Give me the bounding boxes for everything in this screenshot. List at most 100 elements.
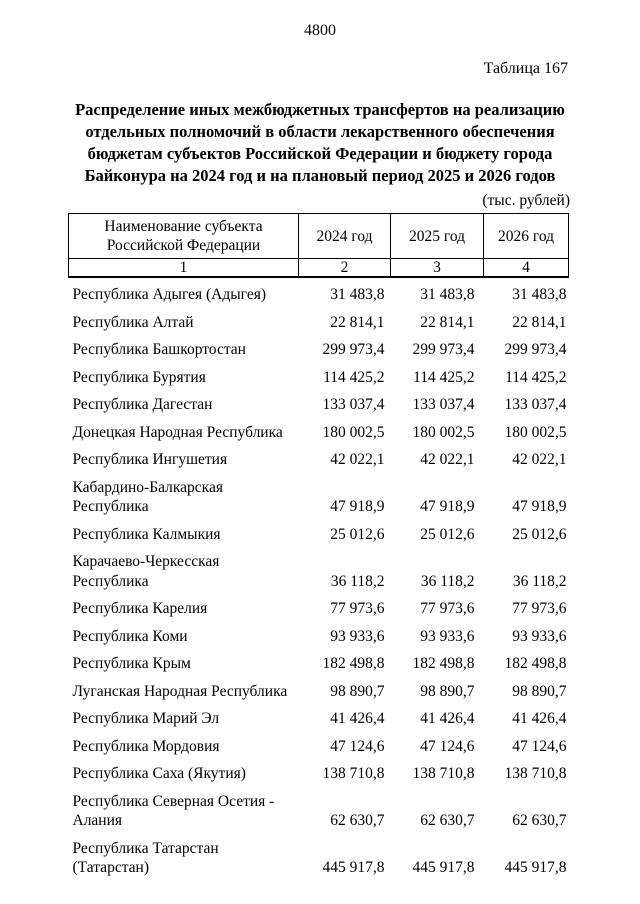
value-cell: 47 918,9 <box>330 498 385 515</box>
table-body: Республика Адыгея (Адыгея) 31 483,8 31 483… <box>69 277 569 882</box>
value-cell: 114 425,2 <box>323 368 385 386</box>
value-cell: 31 483,8 <box>420 286 475 303</box>
value-cell: 93 933,6 <box>330 627 385 645</box>
table-header-row: Наименование субъекта Российской Федерац… <box>68 213 569 259</box>
region-name-cell: Республика Саха (Якутия) <box>72 765 246 782</box>
region-name-cell: Карачаево-Черкесская Республика <box>72 553 220 590</box>
value-cell: 25 012,6 <box>330 525 385 543</box>
value-cell: 93 933,6 <box>420 627 475 645</box>
value-cell: 22 814,1 <box>420 313 475 331</box>
table-row: Республика Марий Эл 41 426,4 41 426,4 41 42… <box>69 705 569 733</box>
value-cell: 36 118,2 <box>330 572 385 590</box>
table-row: Республика Мордовия 47 124,6 47 124,6 47 12… <box>69 733 569 761</box>
table-row: Донецкая Народная Республика 180 002,5 180… <box>69 419 569 447</box>
value-cell: 182 498,8 <box>412 655 475 672</box>
value-cell: 138 710,8 <box>322 765 385 782</box>
value-cell: 47 918,9 <box>512 498 567 515</box>
value-cell: 182 498,8 <box>504 655 567 672</box>
region-name-cell: Республика Марий Эл <box>72 710 220 727</box>
table-row: Республика Адыгея (Адыгея) 31 483,8 31 483… <box>69 277 569 309</box>
value-cell: 42 022,1 <box>420 451 475 468</box>
value-cell: 182 498,8 <box>322 655 385 672</box>
value-cell: 299 973,4 <box>322 341 385 358</box>
region-name-cell: Республика Ингушетия <box>72 451 228 468</box>
table-row: Карачаево-Черкесская Республика 36 118,2 3… <box>69 548 569 595</box>
header-region-name: Наименование субъекта Российской Федерац… <box>68 213 299 259</box>
table-row: Республика Северная Осетия - Алания 62 63… <box>69 788 569 835</box>
header-year-2025: 2025 год <box>390 213 484 259</box>
value-cell: 138 710,8 <box>412 765 475 782</box>
value-cell: 133 037,4 <box>504 396 567 413</box>
page-number: 4800 <box>304 22 336 39</box>
value-cell: 180 002,5 <box>322 423 385 441</box>
value-cell: 36 118,2 <box>420 572 475 590</box>
document-title: Распределение иных межбюджетных трансфер… <box>75 100 565 185</box>
region-name-cell: Республика Карелия <box>72 600 208 617</box>
value-cell: 114 425,2 <box>413 368 475 386</box>
table-row: Республика Алтай 22 814,1 22 814,1 22 814,1 <box>69 309 569 337</box>
value-cell: 31 483,8 <box>512 286 567 303</box>
value-cell: 133 037,4 <box>322 396 385 413</box>
value-cell: 41 426,4 <box>512 710 567 727</box>
region-name-cell: Республика Башкортостан <box>72 341 246 358</box>
table-row: Луганская Народная Республика 98 890,7 98 … <box>69 678 569 706</box>
value-cell: 180 002,5 <box>504 423 567 441</box>
header-year-2024: 2024 год <box>298 213 391 259</box>
region-name-cell: Республика Коми <box>72 627 188 645</box>
value-cell: 41 426,4 <box>330 710 385 727</box>
table-row: Республика Крым 182 498,8 182 498,8 182 498… <box>69 650 569 678</box>
region-name-cell: Республика Дагестан <box>72 396 213 413</box>
table-row: Республика Коми 93 933,6 93 933,6 93 933,6 <box>69 623 569 651</box>
value-cell: 47 124,6 <box>420 737 475 755</box>
region-name-cell: Республика Алтай <box>72 313 194 331</box>
region-name-cell: Республика Северная Осетия - Алания <box>72 792 275 830</box>
value-cell: 62 630,7 <box>420 812 475 829</box>
value-cell: 62 630,7 <box>330 812 385 829</box>
value-cell: 47 918,9 <box>420 498 475 515</box>
value-cell: 114 425,2 <box>505 368 567 386</box>
region-name-cell: Республика Бурятия <box>72 368 206 386</box>
value-cell: 138 710,8 <box>504 765 567 782</box>
table-row: Республика Калмыкия 25 012,6 25 012,6 25 01… <box>69 521 569 549</box>
budget-transfers-table: Наименование субъекта Российской Федерац… <box>68 213 569 882</box>
value-cell: 62 630,7 <box>512 812 567 829</box>
table-row: Республика Татарстан (Татарстан) 445 917,… <box>69 835 569 882</box>
value-cell: 25 012,6 <box>512 525 567 543</box>
value-cell: 25 012,6 <box>420 525 475 543</box>
table-row: Республика Саха (Якутия) 138 710,8 138 710… <box>69 760 569 788</box>
value-cell: 77 973,6 <box>420 600 475 617</box>
region-name-cell: Республика Адыгея (Адыгея) <box>72 286 267 303</box>
value-cell: 47 124,6 <box>512 737 567 755</box>
value-cell: 77 973,6 <box>330 600 385 617</box>
table-caption: Таблица 167 <box>483 60 568 77</box>
value-cell: 445 917,8 <box>504 859 567 876</box>
table-header: Наименование субъекта Российской Федерац… <box>68 213 569 278</box>
value-cell: 133 037,4 <box>412 396 475 413</box>
value-cell: 36 118,2 <box>512 572 567 590</box>
value-cell: 31 483,8 <box>330 286 385 303</box>
table-row: Республика Карелия 77 973,6 77 973,6 77 973… <box>69 595 569 623</box>
region-name-cell: Луганская Народная Республика <box>72 682 288 700</box>
value-cell: 98 890,7 <box>512 682 567 700</box>
column-number: 1 <box>68 258 299 278</box>
column-number: 3 <box>390 258 484 278</box>
value-cell: 47 124,6 <box>330 737 385 755</box>
region-name-cell: Республика Мордовия <box>72 737 220 755</box>
region-name-cell: Донецкая Народная Республика <box>72 423 283 441</box>
region-name-cell: Республика Татарстан (Татарстан) <box>72 839 219 877</box>
region-name-cell: Республика Крым <box>72 655 191 672</box>
header-year-2026: 2026 год <box>483 213 569 259</box>
region-name-cell: Кабардино-Балкарская Республика <box>72 478 223 516</box>
table-row: Республика Ингушетия 42 022,1 42 022,1 42 0… <box>69 446 569 474</box>
table-row: Республика Дагестан 133 037,4 133 037,4 133… <box>69 391 569 419</box>
value-cell: 180 002,5 <box>412 423 475 441</box>
value-cell: 42 022,1 <box>512 451 567 468</box>
value-cell: 445 917,8 <box>412 859 475 876</box>
column-number: 2 <box>298 258 391 278</box>
value-cell: 42 022,1 <box>330 451 385 468</box>
value-cell: 22 814,1 <box>512 313 567 331</box>
column-number-row: 1 2 3 4 <box>68 258 569 278</box>
value-cell: 445 917,8 <box>322 859 385 876</box>
value-cell: 98 890,7 <box>420 682 475 700</box>
